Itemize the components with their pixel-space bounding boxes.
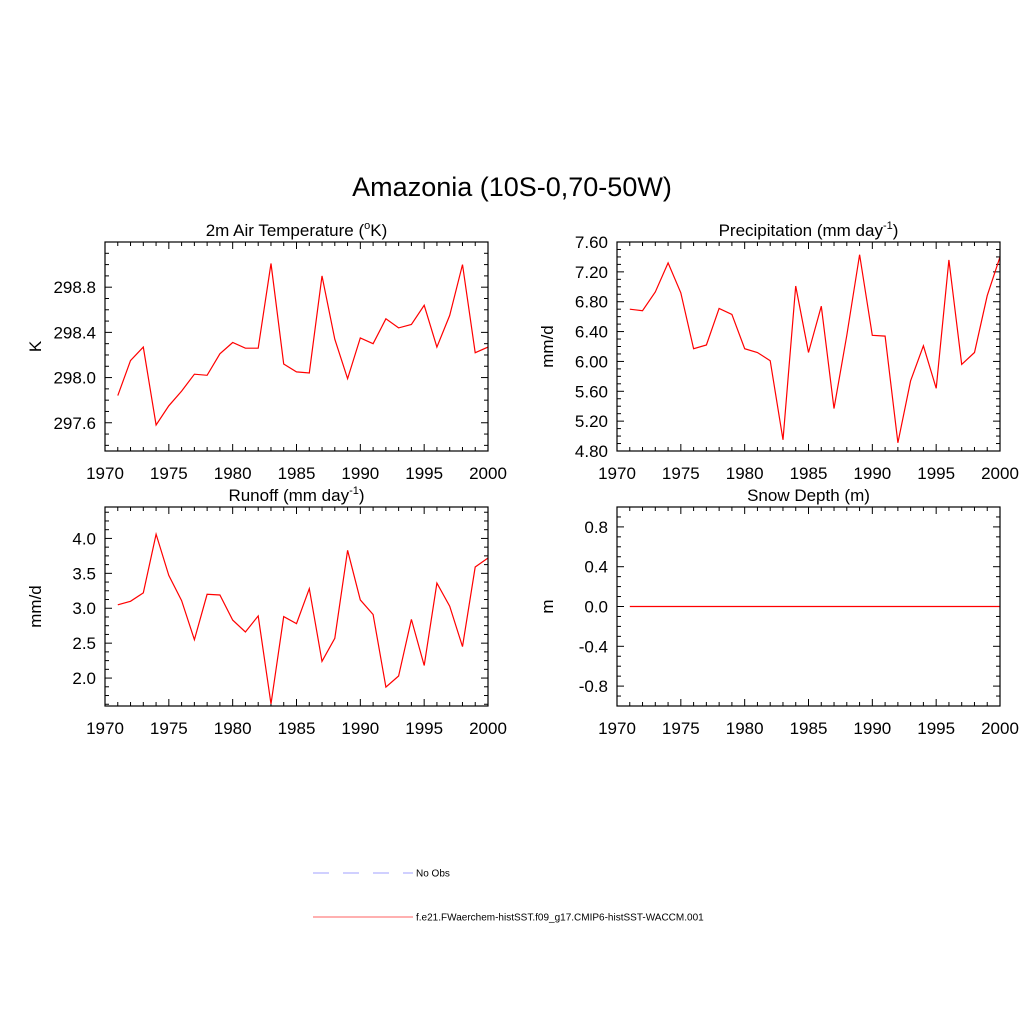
plot-frame: [104, 241, 489, 452]
y-tick-label: 298.8: [53, 278, 96, 297]
y-tick-label: 5.20: [575, 412, 608, 431]
x-tick-label: 1990: [341, 719, 379, 738]
x-tick-label: 1980: [726, 464, 764, 483]
y-axis-label: m: [538, 599, 557, 613]
x-tick-label: 1980: [726, 719, 764, 738]
x-tick-label: 1980: [214, 464, 252, 483]
y-tick-label: 0.0: [584, 598, 608, 617]
y-tick-label: -0.8: [579, 677, 608, 696]
panel-title-superscript: -1: [349, 485, 359, 497]
y-tick-label: 3.5: [72, 564, 96, 583]
x-tick-label: 1975: [662, 464, 700, 483]
series-line: [629, 254, 1000, 443]
legend-label: No Obs: [416, 869, 450, 880]
series-line: [117, 263, 488, 427]
legend-item: f.e21.FWaerchem-histSST.f09_g17.CMIP6-hi…: [313, 913, 704, 924]
x-tick-label: 1995: [405, 464, 443, 483]
y-tick-label: 298.0: [53, 369, 96, 388]
y-tick-label: 0.4: [584, 558, 608, 577]
panel-title-main: Runoff (mm day: [228, 486, 349, 505]
x-tick-label: 2000: [981, 464, 1019, 483]
panels: 2m Air Temperature (oK) K 1970 1975 1980 1985…: [26, 220, 1019, 738]
y-tick-label: 6.40: [575, 323, 608, 342]
x-tick-label: 1995: [405, 719, 443, 738]
y-tick-label: 3.0: [72, 599, 96, 618]
x-tick-label: 1970: [598, 464, 636, 483]
x-tick-label: 1975: [150, 719, 188, 738]
y-axis-label: mm/d: [26, 585, 45, 628]
y-tick-label: 7.60: [575, 233, 608, 252]
x-tick-label: 1980: [214, 719, 252, 738]
y-tick-label: 5.60: [575, 382, 608, 401]
x-tick-label: 1975: [150, 464, 188, 483]
panel-title-superscript: o: [364, 220, 370, 232]
plot-frame: [104, 506, 489, 707]
y-axis-label: mm/d: [538, 325, 557, 368]
y-tick-label: 0.8: [584, 518, 608, 537]
y-tick-label: 2.0: [72, 669, 96, 688]
x-tick-label: 2000: [469, 719, 507, 738]
y-tick-label: 4.0: [72, 529, 96, 548]
plot-frame: [616, 506, 1001, 707]
legend-item: No Obs: [313, 869, 450, 880]
y-tick-label: 6.00: [575, 352, 608, 371]
y-tick-label: -0.4: [579, 637, 608, 656]
y-tick-label: 298.4: [53, 323, 96, 342]
x-tick-label: 1995: [917, 464, 955, 483]
y-tick-label: 4.80: [575, 442, 608, 461]
x-tick-label: 1970: [598, 719, 636, 738]
panel-title: Precipitation (mm day-1): [719, 220, 899, 240]
panel-title: Snow Depth (m): [747, 486, 870, 505]
panel-3: Runoff (mm day-1) mm/d 1970 1975 1980 1985 199…: [26, 485, 507, 738]
x-tick-label: 1985: [278, 719, 316, 738]
legend-label: f.e21.FWaerchem-histSST.f09_g17.CMIP6-hi…: [416, 913, 704, 924]
x-tick-label: 1985: [790, 464, 828, 483]
x-tick-label: 1975: [662, 719, 700, 738]
panel-1: 2m Air Temperature (oK) K 1970 1975 1980 1985…: [26, 220, 507, 483]
plot-frame: [616, 241, 1001, 452]
panel-title-main: Snow Depth (m): [747, 486, 870, 505]
panel-title-end: ): [893, 221, 899, 240]
legend: No Obs f.e21.FWaerchem-histSST.f09_g17.CM…: [313, 869, 704, 924]
x-tick-label: 1970: [86, 464, 124, 483]
x-tick-label: 1985: [278, 464, 316, 483]
panel-title-superscript: -1: [883, 220, 893, 232]
x-tick-label: 1990: [341, 464, 379, 483]
x-tick-label: 1990: [853, 464, 891, 483]
y-tick-label: 7.20: [575, 263, 608, 282]
panel-title-end: ): [359, 486, 365, 505]
x-tick-label: 2000: [469, 464, 507, 483]
panel-title-main: Precipitation (mm day: [719, 221, 884, 240]
panel-4: Snow Depth (m) m 1970 1975 1980 1985 1990 1995 2…: [538, 486, 1019, 738]
panel-title: 2m Air Temperature (oK): [206, 220, 388, 240]
x-tick-label: 2000: [981, 719, 1019, 738]
panel-title: Runoff (mm day-1): [228, 485, 364, 505]
panel-title-end: K): [370, 221, 387, 240]
y-tick-label: 2.5: [72, 634, 96, 653]
x-tick-label: 1990: [853, 719, 891, 738]
figure-title: Amazonia (10S-0,70-50W): [352, 172, 672, 202]
y-tick-label: 297.6: [53, 414, 96, 433]
panel-title-main: 2m Air Temperature (: [206, 221, 365, 240]
y-axis-label: K: [26, 340, 45, 352]
series-line: [117, 531, 488, 704]
x-tick-label: 1995: [917, 719, 955, 738]
y-tick-label: 6.80: [575, 293, 608, 312]
x-tick-label: 1970: [86, 719, 124, 738]
panel-2: Precipitation (mm day-1) mm/d 1970 1975 1980…: [538, 220, 1019, 483]
x-tick-label: 1985: [790, 719, 828, 738]
